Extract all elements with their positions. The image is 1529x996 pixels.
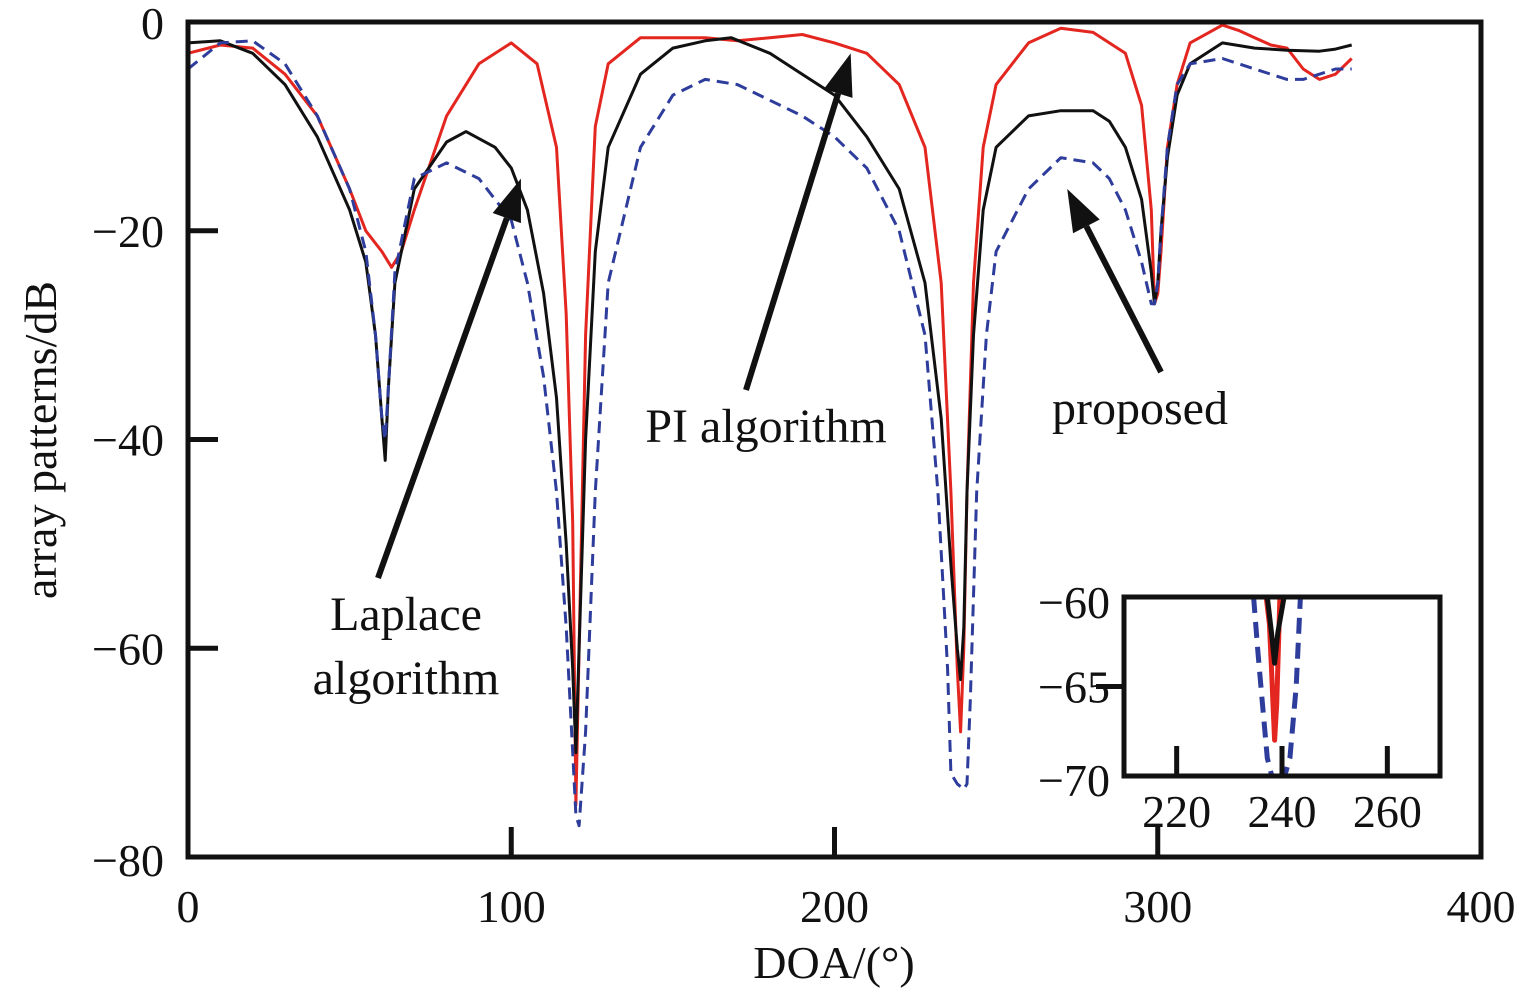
annotation-proposed: proposed	[1052, 382, 1228, 435]
chart0-series-line-2	[188, 39, 1352, 828]
chart0-series-line-0	[188, 23, 1353, 807]
y-tick-label: −60	[92, 623, 164, 674]
annotation-arrow-head	[492, 178, 521, 224]
annotation-laplace: algorithm	[313, 652, 500, 705]
main-series-group	[188, 23, 1353, 828]
x-tick-label: 400	[1447, 881, 1516, 932]
inset-y-tick-label: −60	[1038, 577, 1110, 628]
inset-y-tick-label: −65	[1038, 662, 1110, 713]
inset-series-group	[1251, 597, 1303, 776]
y-tick-label: −40	[92, 415, 164, 466]
annotation-arrow-head	[1067, 189, 1100, 234]
x-tick-label: 200	[800, 881, 869, 932]
annotation-arrow-shaft	[743, 92, 842, 391]
y-tick-label: −80	[92, 835, 164, 886]
inset-x-tick-label: 220	[1142, 786, 1211, 837]
annotation-arrow-shaft	[375, 217, 510, 580]
y-tick-label: 0	[141, 0, 164, 49]
chart1-series-line-1	[1264, 597, 1287, 666]
y-tick-label: −20	[92, 206, 164, 257]
inset-y-tick-label: −70	[1038, 755, 1110, 806]
x-axis-label: DOA/(°)	[753, 937, 914, 988]
x-tick-label: 300	[1123, 881, 1192, 932]
annotation-pi: PI algorithm	[645, 400, 886, 453]
y-axis-label: array patterns/dB	[15, 281, 66, 599]
inset-x-tick-label: 260	[1353, 786, 1422, 837]
x-tick-label: 0	[177, 881, 200, 932]
x-tick-label: 100	[477, 881, 546, 932]
annotation-arrow-head	[823, 53, 853, 98]
inset-x-tick-label: 240	[1248, 786, 1317, 837]
annotation-laplace: Laplace	[330, 588, 482, 641]
annotation-arrow-shaft	[1083, 225, 1164, 374]
